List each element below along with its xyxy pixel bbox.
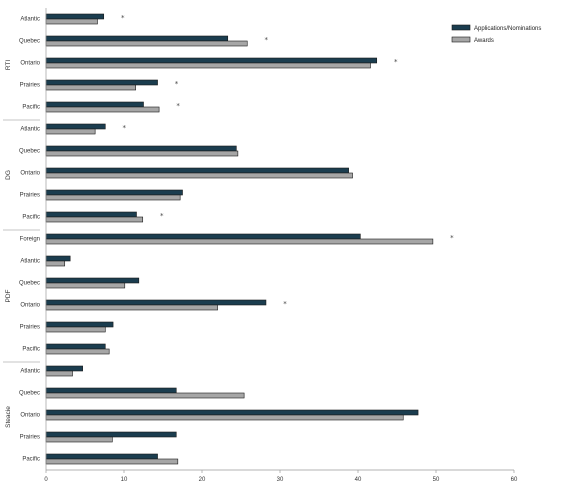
x-tick-label: 40: [355, 477, 362, 483]
bar-awards: [45, 62, 371, 69]
category-label: Foreign: [20, 237, 40, 243]
category-label: Quebec: [19, 39, 40, 45]
category-label: Pacific: [22, 105, 40, 111]
bar-applications: [45, 453, 158, 460]
group-label: DG: [5, 170, 12, 180]
x-tick-label: 10: [121, 477, 128, 483]
significance-marker: *: [264, 36, 268, 44]
category-label: Quebec: [19, 149, 40, 155]
category-label: Ontario: [20, 61, 40, 67]
bar-awards: [45, 414, 404, 421]
group-label: Steacie: [5, 406, 12, 428]
category-label: Atlantic: [20, 127, 40, 133]
significance-markers: * * * * * * * * *: [121, 14, 454, 308]
bar-applications: [45, 211, 137, 218]
legend-swatch: [451, 36, 471, 43]
group-labels: RTI DG PDF Steacie: [5, 60, 12, 428]
bar-awards: [45, 128, 96, 135]
x-tick-label: 60: [511, 477, 518, 483]
group-label: RTI: [5, 60, 12, 71]
category-label: Pacific: [22, 347, 40, 353]
significance-marker: *: [283, 300, 287, 308]
category-label: Pacific: [22, 457, 40, 463]
bar-awards: [45, 370, 73, 377]
category-label: Ontario: [20, 171, 40, 177]
category-label: Ontario: [20, 413, 40, 419]
bar-awards: [45, 172, 353, 179]
significance-marker: *: [394, 58, 398, 66]
bar-awards: [45, 150, 239, 157]
bar-applications: [45, 233, 361, 240]
x-tick-label: 0: [44, 477, 48, 483]
bar-awards: [45, 84, 136, 91]
legend-swatch: [451, 24, 471, 31]
bar-applications: [45, 277, 140, 284]
bar-awards: [45, 436, 113, 443]
category-label: Quebec: [19, 281, 40, 287]
category-label: Pacific: [22, 215, 40, 221]
bar-awards: [45, 304, 218, 311]
bar-awards: [45, 326, 106, 333]
x-tick-label: 30: [277, 477, 284, 483]
category-label: Atlantic: [20, 369, 40, 375]
bar-awards: [45, 216, 144, 223]
bar-awards: [45, 348, 110, 355]
bar-applications: [45, 255, 71, 262]
bar-applications: [45, 57, 378, 64]
bar-applications: [45, 167, 349, 174]
bar-applications: [45, 343, 106, 350]
x-axis: 0 10 20 30 40 50 60: [44, 8, 518, 483]
bar-applications: [45, 13, 105, 20]
bar-applications: [45, 365, 83, 372]
bar-awards: [45, 238, 434, 245]
category-label: Prairies: [20, 193, 40, 199]
legend: Applications/Nominations Awards: [451, 24, 541, 44]
bar-applications: [45, 299, 267, 306]
significance-marker: *: [175, 80, 179, 88]
significance-marker: *: [123, 124, 127, 132]
bar-applications: [45, 79, 158, 86]
bar-applications: [45, 35, 229, 42]
bar-applications: [45, 189, 183, 196]
bar-applications: [45, 101, 144, 108]
category-label: Prairies: [20, 325, 40, 331]
bar-awards: [45, 458, 179, 465]
x-tick-label: 50: [433, 477, 440, 483]
bar-awards: [45, 260, 66, 267]
category-label: Prairies: [20, 435, 40, 441]
legend-label: Awards: [474, 38, 494, 44]
category-label: Atlantic: [20, 259, 40, 265]
bar-awards: [45, 392, 245, 399]
bar-applications: [45, 431, 177, 438]
x-tick-label: 20: [199, 477, 206, 483]
category-label: Atlantic: [20, 17, 40, 23]
category-label: Prairies: [20, 83, 40, 89]
legend-label: Applications/Nominations: [474, 26, 541, 32]
bar-awards: [45, 18, 98, 25]
bar-awards: [45, 40, 248, 47]
bar-applications: [45, 387, 177, 394]
bar-awards: [45, 282, 126, 289]
significance-marker: *: [450, 234, 454, 242]
bar-applications: [45, 123, 106, 130]
bar-awards: [45, 194, 181, 201]
bars: [45, 13, 434, 465]
significance-marker: *: [176, 102, 180, 110]
bar-applications: [45, 321, 114, 328]
group-label: PDF: [5, 289, 12, 302]
category-label: Ontario: [20, 303, 40, 309]
bar-applications: [45, 409, 419, 416]
significance-marker: *: [121, 14, 125, 22]
bar-applications: [45, 145, 237, 152]
bar-awards: [45, 106, 160, 113]
group-separators: [3, 119, 40, 363]
category-label: Quebec: [19, 391, 40, 397]
category-labels: Atlantic Quebec Ontario Prairies Pacific Atla…: [19, 17, 41, 463]
significance-marker: *: [160, 212, 164, 220]
